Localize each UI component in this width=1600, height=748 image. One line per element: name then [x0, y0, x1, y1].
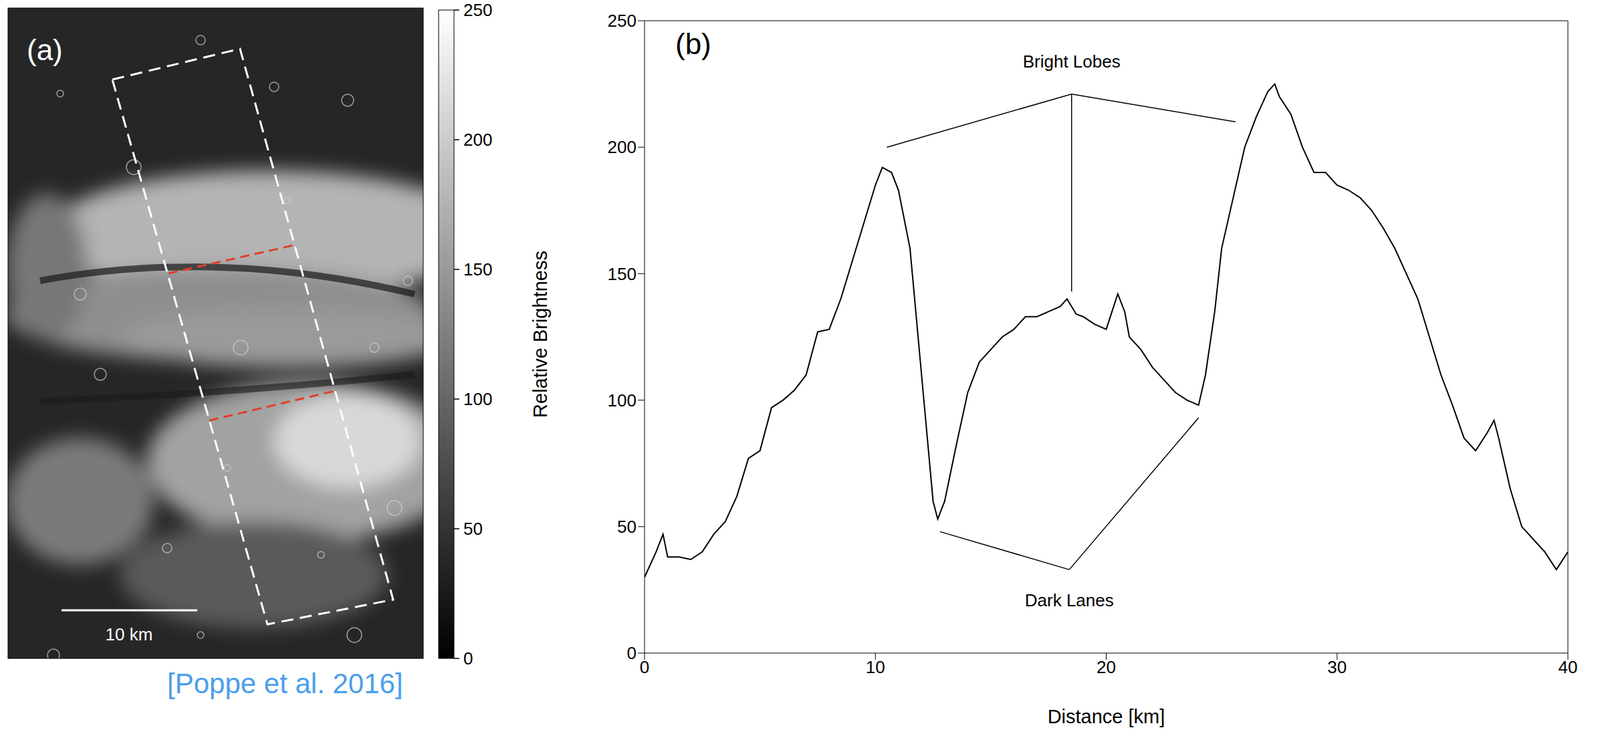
svg-text:Relative Brightness: Relative Brightness	[529, 250, 551, 418]
svg-text:200: 200	[463, 129, 493, 150]
svg-text:100: 100	[607, 390, 637, 411]
svg-text:150: 150	[607, 264, 637, 285]
svg-text:40: 40	[1558, 657, 1578, 678]
svg-text:10 km: 10 km	[105, 624, 154, 645]
html-text:(b): (b)	[675, 27, 712, 61]
svg-text:20: 20	[1096, 657, 1116, 678]
svg-text:Dark Lanes: Dark Lanes	[1024, 590, 1114, 611]
svg-text:150: 150	[463, 259, 493, 280]
svg-text:10: 10	[865, 657, 886, 678]
svg-text:Bright Lobes: Bright Lobes	[1022, 51, 1121, 72]
svg-text:30: 30	[1327, 657, 1347, 678]
svg-text:(a): (a)	[26, 33, 63, 67]
svg-text:250: 250	[607, 10, 637, 31]
svg-text:0: 0	[627, 643, 637, 664]
svg-text:200: 200	[607, 137, 637, 158]
svg-text:250: 250	[463, 0, 493, 21]
html-text:[Poppe et al. 2016]: [Poppe et al. 2016]	[167, 667, 403, 700]
svg-text:50: 50	[617, 516, 637, 537]
svg-text:50: 50	[463, 518, 483, 539]
svg-text:100: 100	[463, 389, 493, 410]
svg-text:Distance [km]: Distance [km]	[1047, 706, 1166, 728]
svg-text:0: 0	[639, 657, 650, 678]
svg-text:0: 0	[463, 648, 473, 669]
